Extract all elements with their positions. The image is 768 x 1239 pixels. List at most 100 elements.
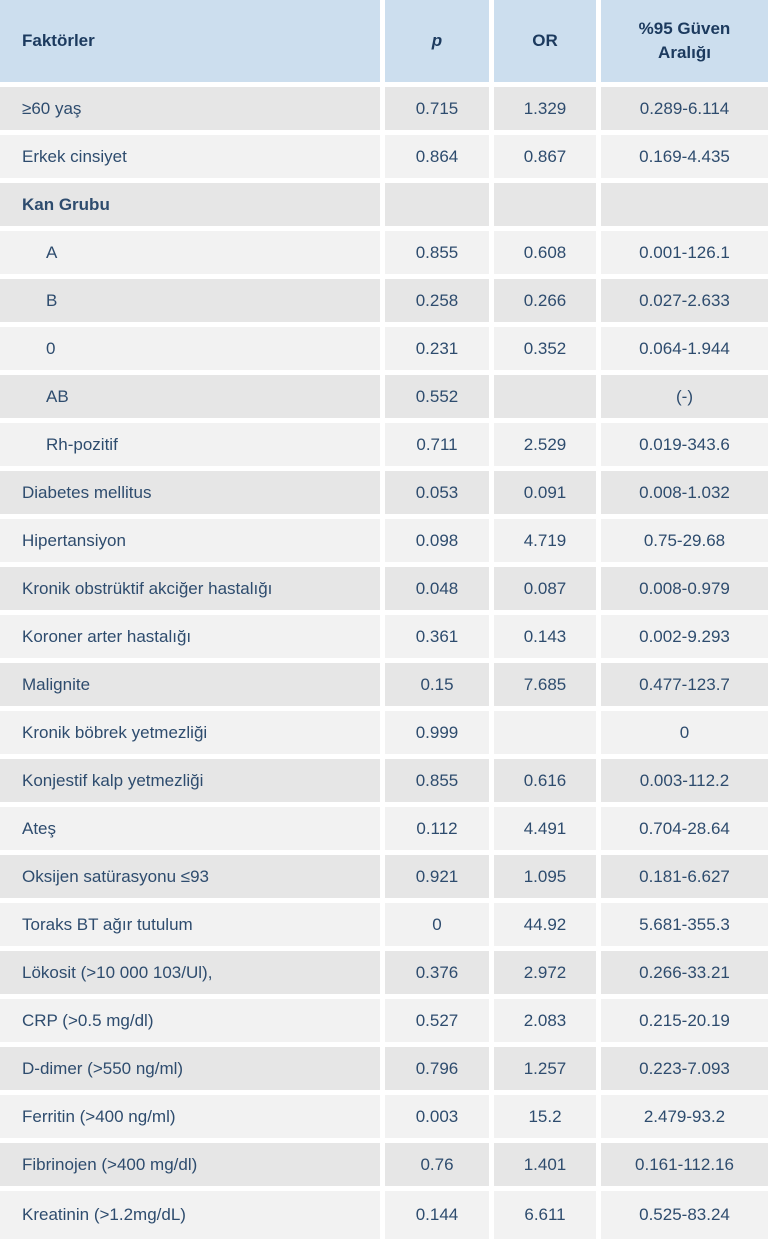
factor-cell: Diabetes mellitus [0, 471, 385, 519]
table-row: B 0.258 0.266 0.027-2.633 [0, 279, 768, 327]
p-value-cell [385, 183, 494, 231]
or-cell: 7.685 [494, 663, 601, 711]
table-row: Ferritin (>400 ng/ml) 0.003 15.2 2.479-9… [0, 1095, 768, 1143]
ci-cell: 2.479-93.2 [601, 1095, 768, 1143]
table-row: Oksijen satürasyonu ≤93 0.921 1.095 0.18… [0, 855, 768, 903]
table-row: Kreatinin (>1.2mg/dL) 0.144 6.611 0.525-… [0, 1191, 768, 1239]
table-row: AB 0.552 (-) [0, 375, 768, 423]
p-value-cell: 0 [385, 903, 494, 951]
factor-cell: Kreatinin (>1.2mg/dL) [0, 1191, 385, 1239]
factor-cell: Kronik böbrek yetmezliği [0, 711, 385, 759]
table-row: Fibrinojen (>400 mg/dl) 0.76 1.401 0.161… [0, 1143, 768, 1191]
or-cell: 1.401 [494, 1143, 601, 1191]
table-row: A 0.855 0.608 0.001-126.1 [0, 231, 768, 279]
table-row: Malignite 0.15 7.685 0.477-123.7 [0, 663, 768, 711]
p-value-cell: 0.053 [385, 471, 494, 519]
or-cell: 0.266 [494, 279, 601, 327]
factor-cell: Hipertansiyon [0, 519, 385, 567]
ci-cell: 0.001-126.1 [601, 231, 768, 279]
p-value-cell: 0.796 [385, 1047, 494, 1095]
factor-cell: AB [0, 375, 385, 423]
or-cell: 0.143 [494, 615, 601, 663]
table-row-group-header: Kan Grubu [0, 183, 768, 231]
ci-cell: 0.019-343.6 [601, 423, 768, 471]
factor-cell: 0 [0, 327, 385, 375]
ci-cell: 0.525-83.24 [601, 1191, 768, 1239]
column-header-p: p [385, 0, 494, 87]
factor-cell: Kronik obstrüktif akciğer hastalığı [0, 567, 385, 615]
ci-cell: 0.477-123.7 [601, 663, 768, 711]
ci-cell: 0.027-2.633 [601, 279, 768, 327]
ci-cell: 0.75-29.68 [601, 519, 768, 567]
factor-cell: Lökosit (>10 000 103/Ul), [0, 951, 385, 999]
p-value-cell: 0.112 [385, 807, 494, 855]
column-header-faktorler: Faktörler [0, 0, 385, 87]
p-value-cell: 0.855 [385, 231, 494, 279]
factor-cell: Toraks BT ağır tutulum [0, 903, 385, 951]
p-value-cell: 0.711 [385, 423, 494, 471]
or-cell [494, 711, 601, 759]
p-value-cell: 0.15 [385, 663, 494, 711]
or-cell: 0.616 [494, 759, 601, 807]
p-value-cell: 0.003 [385, 1095, 494, 1143]
factor-cell: Konjestif kalp yetmezliği [0, 759, 385, 807]
or-cell: 0.608 [494, 231, 601, 279]
table-row: Toraks BT ağır tutulum 0 44.92 5.681-355… [0, 903, 768, 951]
table-body: ≥60 yaş 0.715 1.329 0.289-6.114 Erkek ci… [0, 87, 768, 1239]
factor-cell: Ateş [0, 807, 385, 855]
column-header-or: OR [494, 0, 601, 87]
p-value-cell: 0.552 [385, 375, 494, 423]
factor-cell: Kan Grubu [0, 183, 385, 231]
or-cell: 1.257 [494, 1047, 601, 1095]
p-value-cell: 0.361 [385, 615, 494, 663]
table-row: 0 0.231 0.352 0.064-1.944 [0, 327, 768, 375]
table-row: Kronik böbrek yetmezliği 0.999 0 [0, 711, 768, 759]
ci-cell: 0.181-6.627 [601, 855, 768, 903]
column-header-ci: %95 Güven Aralığı [601, 0, 768, 87]
table-row: D-dimer (>550 ng/ml) 0.796 1.257 0.223-7… [0, 1047, 768, 1095]
or-cell: 0.352 [494, 327, 601, 375]
p-value-cell: 0.098 [385, 519, 494, 567]
or-cell: 4.719 [494, 519, 601, 567]
table-row: Erkek cinsiyet 0.864 0.867 0.169-4.435 [0, 135, 768, 183]
or-cell [494, 375, 601, 423]
or-cell: 2.083 [494, 999, 601, 1047]
ci-cell: 0.002-9.293 [601, 615, 768, 663]
table-row: CRP (>0.5 mg/dl) 0.527 2.083 0.215-20.19 [0, 999, 768, 1047]
p-value-cell: 0.376 [385, 951, 494, 999]
p-value-cell: 0.864 [385, 135, 494, 183]
or-cell: 0.087 [494, 567, 601, 615]
p-value-cell: 0.258 [385, 279, 494, 327]
ci-cell: 0 [601, 711, 768, 759]
table-row: Rh-pozitif 0.711 2.529 0.019-343.6 [0, 423, 768, 471]
factor-cell: B [0, 279, 385, 327]
factor-cell: Erkek cinsiyet [0, 135, 385, 183]
ci-cell: 0.223-7.093 [601, 1047, 768, 1095]
table-row: Diabetes mellitus 0.053 0.091 0.008-1.03… [0, 471, 768, 519]
ci-cell: 0.064-1.944 [601, 327, 768, 375]
ci-cell: (-) [601, 375, 768, 423]
factor-cell: Fibrinojen (>400 mg/dl) [0, 1143, 385, 1191]
table-row: Konjestif kalp yetmezliği 0.855 0.616 0.… [0, 759, 768, 807]
p-value-cell: 0.76 [385, 1143, 494, 1191]
ci-cell: 0.704-28.64 [601, 807, 768, 855]
table-row: Hipertansiyon 0.098 4.719 0.75-29.68 [0, 519, 768, 567]
factor-cell: Ferritin (>400 ng/ml) [0, 1095, 385, 1143]
ci-cell: 0.003-112.2 [601, 759, 768, 807]
ci-cell: 0.169-4.435 [601, 135, 768, 183]
ci-cell: 0.008-1.032 [601, 471, 768, 519]
or-cell: 2.972 [494, 951, 601, 999]
table-row: Koroner arter hastalığı 0.361 0.143 0.00… [0, 615, 768, 663]
ci-cell: 0.289-6.114 [601, 87, 768, 135]
ci-cell: 5.681-355.3 [601, 903, 768, 951]
table-row: Lökosit (>10 000 103/Ul), 0.376 2.972 0.… [0, 951, 768, 999]
factor-cell: Koroner arter hastalığı [0, 615, 385, 663]
factor-cell: D-dimer (>550 ng/ml) [0, 1047, 385, 1095]
table-row: Ateş 0.112 4.491 0.704-28.64 [0, 807, 768, 855]
or-cell: 1.329 [494, 87, 601, 135]
or-cell: 0.091 [494, 471, 601, 519]
p-value-cell: 0.048 [385, 567, 494, 615]
factor-cell: A [0, 231, 385, 279]
p-value-cell: 0.921 [385, 855, 494, 903]
or-cell: 0.867 [494, 135, 601, 183]
